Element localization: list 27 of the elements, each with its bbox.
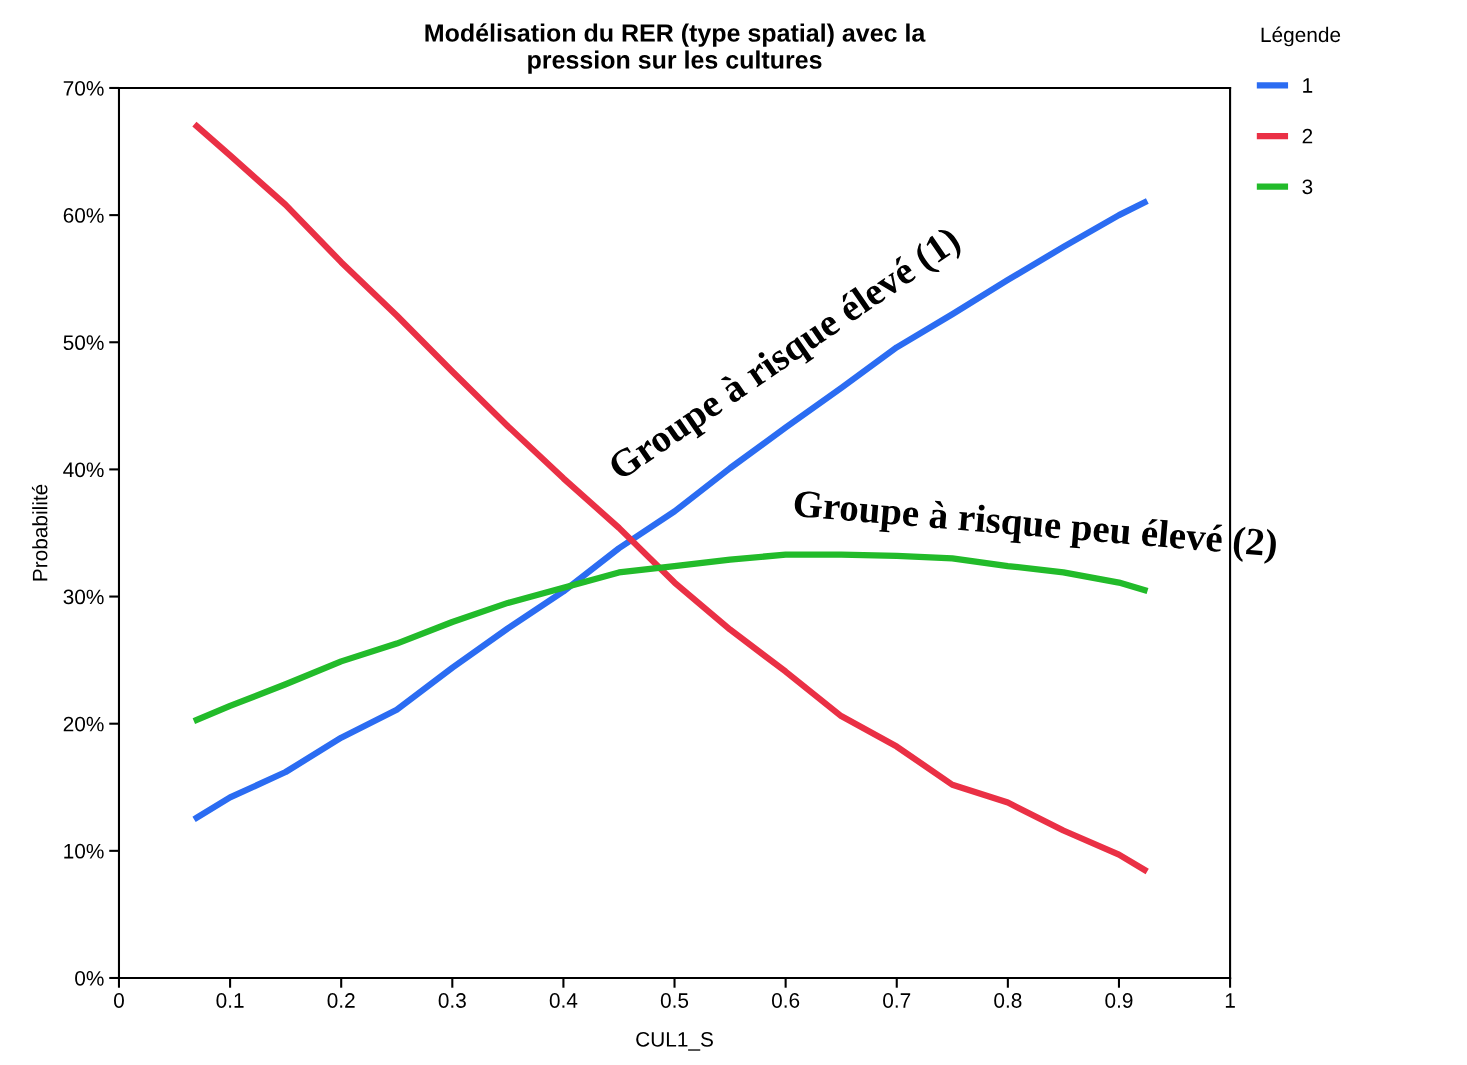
annotation: Groupe à risque peu élevé (2) [793, 489, 1278, 565]
y-tick-label: 60% [63, 208, 104, 223]
legend-title: Légende [1261, 26, 1341, 47]
x-tick-label: 1 [1225, 993, 1235, 1008]
y-tick-label: 50% [63, 335, 104, 351]
y-axis-title: Probabilité [31, 484, 48, 581]
y-tick-label: 10% [64, 843, 104, 859]
x-tick-label: 0 [113, 993, 124, 1008]
chart-title: Modélisation du RER (type spatial) avec la pression sur les cultures [425, 23, 926, 74]
x-tick-label: 0.2 [327, 993, 355, 1008]
y-tick-label: 30% [63, 589, 104, 605]
x-tick-label: 0.3 [438, 993, 466, 1008]
x-tick-label: 0.5 [660, 993, 689, 1008]
y-tick-label: 70% [63, 80, 104, 96]
x-tick-label: 0.7 [883, 993, 911, 1008]
x-tick-label: 0.6 [771, 993, 800, 1008]
y-tick-label: 40% [63, 462, 104, 478]
x-axis-title: CUL1_S [636, 1031, 713, 1051]
x-tick-label: 0.8 [994, 993, 1022, 1008]
x-tick-label: 0.9 [1105, 993, 1133, 1008]
x-tick-label: 0.1 [216, 993, 244, 1008]
legend-label: 3 [1302, 179, 1313, 195]
y-tick-label: 0% [75, 970, 104, 986]
x-tick-label: 0.4 [549, 993, 578, 1008]
legend-label: 1 [1303, 78, 1313, 93]
legend-label: 2 [1302, 128, 1313, 144]
y-tick-label: 20% [63, 716, 104, 732]
